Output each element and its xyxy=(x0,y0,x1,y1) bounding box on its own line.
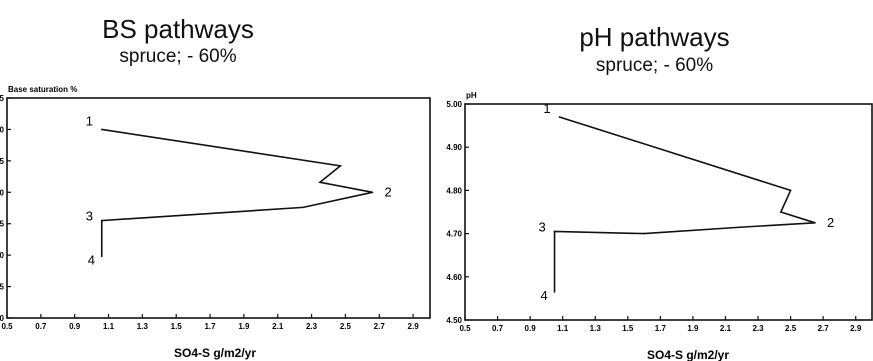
pathway-point xyxy=(814,222,816,224)
x-tick-label: 0.7 xyxy=(492,324,504,333)
y-tick-label: 4.90 xyxy=(446,143,462,152)
x-tick-label: 2.3 xyxy=(306,322,318,331)
point-label: 3 xyxy=(539,219,546,234)
pathway-point xyxy=(302,206,304,209)
pathway-point xyxy=(339,165,342,167)
y-tick-label: 4.80 xyxy=(446,186,462,195)
x-tick-label: 1.5 xyxy=(622,324,634,333)
x-tick-label: 2.5 xyxy=(785,324,797,333)
pathway-point xyxy=(553,230,556,233)
pathway-point xyxy=(371,191,374,194)
x-tick-label: 2.9 xyxy=(408,322,420,331)
x-tick-label: 2.9 xyxy=(850,324,862,333)
x-tick-label: 2.3 xyxy=(752,324,764,333)
y-tick-label: 5.00 xyxy=(446,100,462,109)
x-tick-label: 0.9 xyxy=(69,322,81,331)
point-label: 2 xyxy=(384,184,391,199)
x-tick-label: 1.9 xyxy=(687,324,699,333)
x-tick-label: 2.5 xyxy=(340,322,352,331)
point-label: 1 xyxy=(543,101,550,116)
y-tick-label: 4.50 xyxy=(446,316,462,325)
pathway-point xyxy=(100,255,103,258)
x-tick-label: 1.1 xyxy=(103,322,115,331)
pathway-point xyxy=(789,189,792,192)
y-tick-label: 5 xyxy=(0,283,5,292)
x-tick-label: 1.9 xyxy=(238,322,250,331)
x-tick-label: 2.7 xyxy=(374,322,386,331)
chart-subtitle: spruce; - 60% xyxy=(119,46,237,67)
point-label: 4 xyxy=(541,288,548,303)
y-tick-label: 20 xyxy=(0,188,5,197)
y-tick-label: 4.60 xyxy=(446,273,462,282)
x-tick-label: 0.7 xyxy=(35,322,47,331)
y-tick-label: 10 xyxy=(0,251,5,260)
y-tick-label: 15 xyxy=(0,220,5,229)
y-axis-label: pH xyxy=(466,91,477,100)
pathway-point xyxy=(643,232,645,235)
pathway-point xyxy=(553,291,556,293)
y-tick-label: 30 xyxy=(0,125,5,134)
y-tick-label: 0 xyxy=(0,314,5,323)
chart-title: BS pathways xyxy=(102,14,254,44)
pathway-point xyxy=(100,128,103,131)
bs-chart: 0 5 10 15 20 25 30 35 0.5 0.7 0.9 1.1 1.3 1.5 1.7 1.9 2.… xyxy=(0,85,431,360)
x-tick-label: 0.9 xyxy=(525,324,537,333)
x-tick-label: 2.7 xyxy=(818,324,830,333)
x-tick-label: 2.1 xyxy=(720,324,732,333)
y-axis-label: Base saturation % xyxy=(8,85,77,94)
point-label: 1 xyxy=(86,113,93,128)
bs-chart-panel: BS pathways spruce; - 60% 0 5 10 15 20 25 30 35… xyxy=(0,0,436,361)
y-tick-label: 35 xyxy=(0,94,5,103)
y-tick-label: 25 xyxy=(0,157,5,166)
pathway-point xyxy=(319,181,321,184)
x-tick-label: 1.7 xyxy=(204,322,216,331)
point-label: 4 xyxy=(88,252,95,267)
pathway-point xyxy=(558,116,561,118)
x-tick-label: 1.3 xyxy=(590,324,602,333)
ph-chart-panel: pH pathways spruce; - 60% 4.50 4.60 4.70 4.… xyxy=(436,0,873,361)
x-tick-label: 0.5 xyxy=(1,322,13,331)
pathway-point xyxy=(740,226,743,228)
chart-title: pH pathways xyxy=(579,22,730,52)
plot-frame xyxy=(6,97,431,319)
pathway-point xyxy=(780,211,782,213)
pathway-line xyxy=(100,128,373,257)
pathway-line xyxy=(553,116,816,292)
pathway-point xyxy=(100,219,103,222)
y-tick-label: 4.70 xyxy=(446,230,462,239)
x-tick-label: 1.1 xyxy=(557,324,569,333)
x-tick-label: 1.5 xyxy=(171,322,183,331)
x-tick-label: 2.1 xyxy=(272,322,284,331)
x-tick-label: 1.3 xyxy=(137,322,149,331)
x-tick-label: 1.7 xyxy=(655,324,667,333)
x-axis-label: SO4-S g/m2/yr xyxy=(647,348,729,361)
plot-frame xyxy=(464,103,873,321)
chart-subtitle: spruce; - 60% xyxy=(595,55,714,76)
ph-chart: 4.50 4.60 4.70 4.80 4.90 5.00 0.5 0.7 0.9 1.1 1.3 1… xyxy=(446,91,873,361)
point-label: 2 xyxy=(827,215,834,230)
x-axis-label: SO4-S g/m2/yr xyxy=(174,346,256,360)
x-tick-label: 0.5 xyxy=(459,324,471,333)
point-label: 3 xyxy=(86,209,93,224)
